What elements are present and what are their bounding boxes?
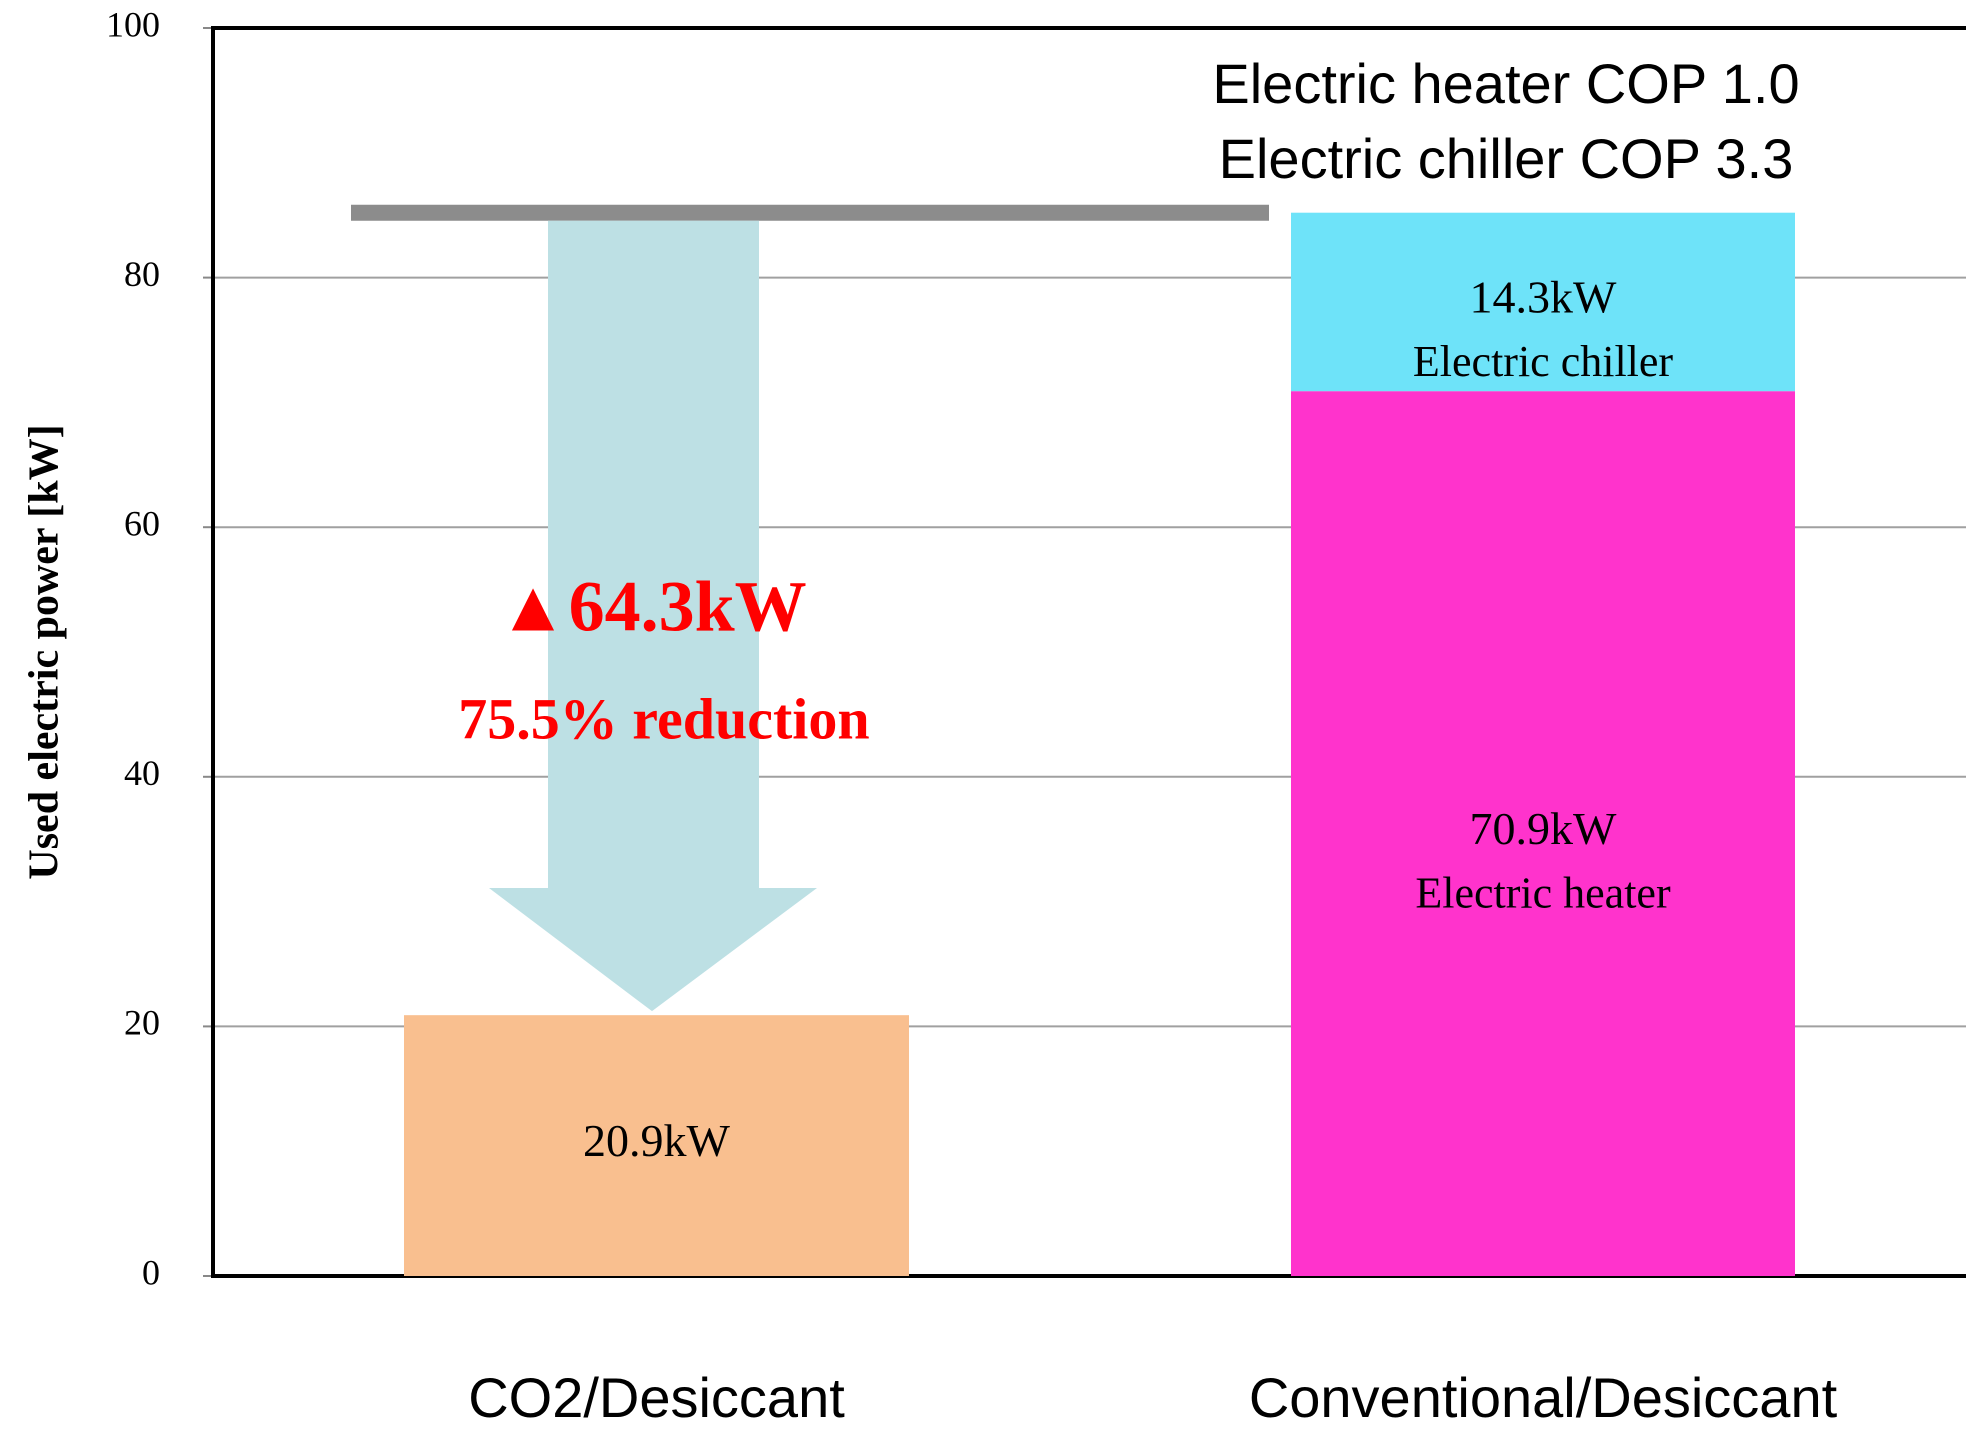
segment-label: Electric chiller — [1413, 337, 1674, 386]
y-tick-label: 20 — [124, 1003, 160, 1043]
segment-label: Electric heater — [1415, 869, 1671, 918]
y-axis-label: Used electric power [kW] — [22, 424, 68, 879]
reduction-arrow — [489, 220, 817, 1012]
bar-segment — [404, 1015, 909, 1276]
value-label: 20.9kW — [583, 1115, 731, 1166]
y-tick-label: 100 — [106, 4, 160, 44]
y-tick-label: 60 — [124, 503, 160, 543]
bar-segment — [1291, 212, 1795, 392]
annotation: ▲64.3kW — [497, 567, 806, 647]
annotation: Electric chiller COP 3.3 — [1219, 127, 1794, 190]
y-tick-label: 0 — [142, 1252, 160, 1292]
value-label: 70.9kW — [1470, 803, 1618, 854]
annotation: Electric heater COP 1.0 — [1212, 52, 1799, 115]
value-label: 14.3kW — [1470, 271, 1618, 322]
bar-segment — [1291, 391, 1795, 1277]
x-tick-label: Conventional/Desiccant — [1249, 1366, 1838, 1429]
annotation: 75.5% reduction — [458, 686, 869, 751]
y-tick-label: 40 — [124, 753, 160, 793]
x-tick-label: CO2/Desiccant — [468, 1366, 845, 1429]
y-tick-label: 80 — [124, 254, 160, 294]
plot-frame — [211, 26, 1966, 1278]
